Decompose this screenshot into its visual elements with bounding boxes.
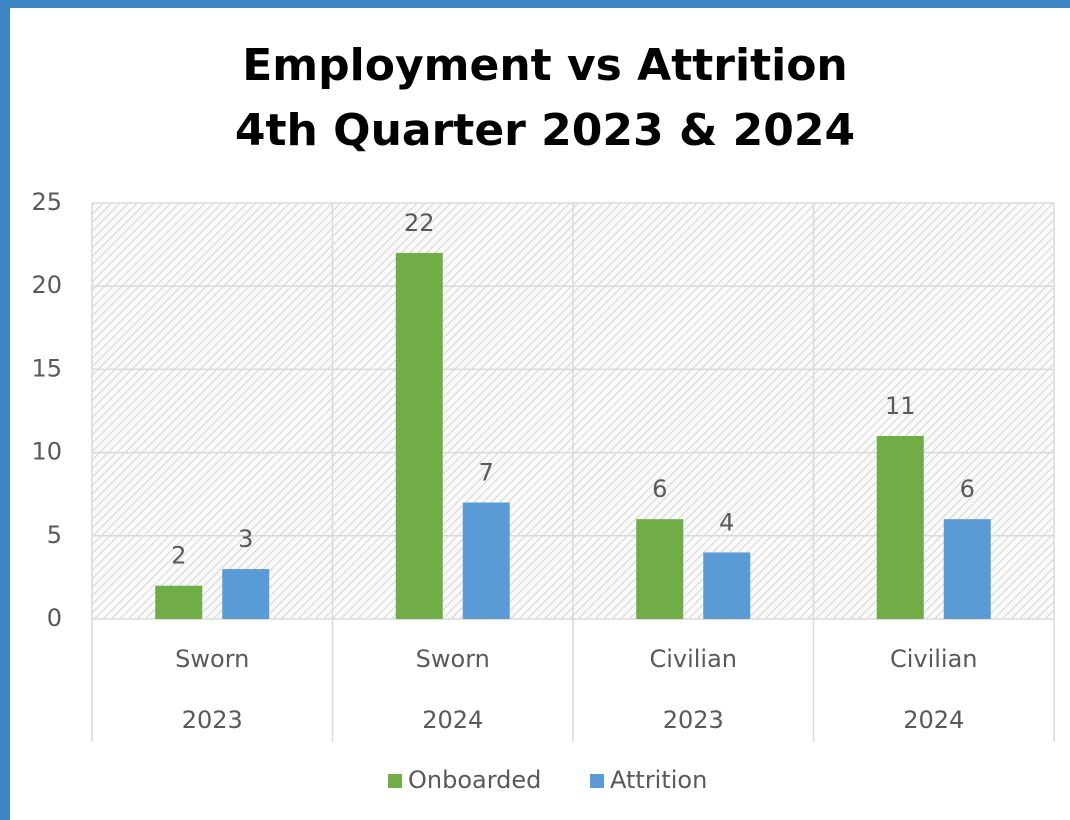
legend-swatch [388,774,402,788]
y-tick-label: 20 [31,271,62,299]
x-tick-label: Civilian [649,645,737,673]
bar [636,519,684,619]
frame-left [0,0,10,820]
legend-swatch [590,774,604,788]
bar [155,585,203,619]
bar [943,519,991,619]
x-tick-label: 2023 [182,706,243,734]
y-tick-label: 0 [47,604,62,632]
data-label: 2 [171,542,186,570]
x-tick-label: 2024 [903,706,964,734]
legend-label: Attrition [610,766,707,794]
frame-top [0,0,1070,8]
y-tick-label: 5 [47,521,62,549]
y-tick-label: 10 [31,438,62,466]
legend-label: Onboarded [408,766,541,794]
x-tick-label: Sworn [175,645,249,673]
y-tick-label: 15 [31,354,62,382]
x-tick-label: 2024 [422,706,483,734]
x-tick-label: 2023 [663,706,724,734]
data-label: 6 [960,475,975,503]
bar [395,252,443,620]
bar [876,435,924,619]
chart-title: Employment vs Attrition [242,40,848,91]
x-tick-label: Civilian [890,645,978,673]
bar [222,569,270,619]
data-label: 3 [238,525,253,553]
data-label: 22 [404,209,435,237]
data-label: 6 [652,475,667,503]
data-label: 7 [479,459,494,487]
y-tick-label: 25 [31,188,62,216]
bar [703,552,751,619]
bar [462,502,510,619]
x-tick-label: Sworn [416,645,490,673]
data-label: 4 [719,508,734,536]
data-label: 11 [885,392,916,420]
chart-title: 4th Quarter 2023 & 2024 [235,105,855,156]
